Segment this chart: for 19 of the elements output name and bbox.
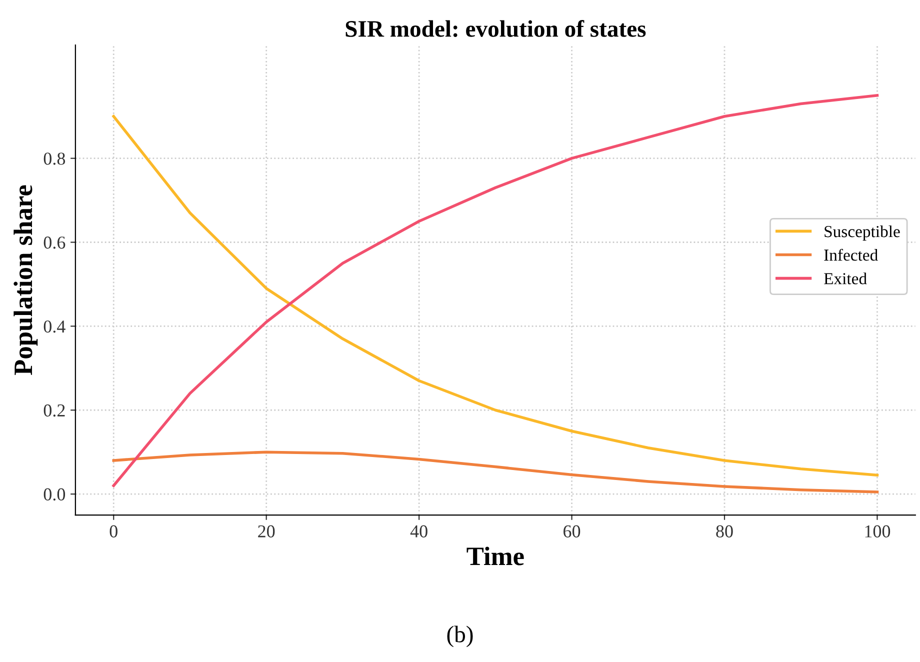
text: (b) bbox=[447, 626, 473, 648]
y-tick-label: 0.0 bbox=[44, 488, 66, 501]
x-tick-label: 40 bbox=[410, 525, 428, 538]
x-tick-label: 80 bbox=[716, 525, 733, 538]
x-tick-label: 100 bbox=[865, 525, 890, 538]
x-tick-label: 60 bbox=[564, 525, 580, 538]
x-axis-title: Time bbox=[466, 546, 524, 566]
y-tick-label: 0.4 bbox=[44, 320, 66, 333]
y-tick-label: 0.2 bbox=[44, 404, 65, 417]
legend-label: Exited bbox=[824, 272, 867, 284]
x-tick-label: 20 bbox=[258, 525, 275, 538]
y-tick-label: 0.8 bbox=[44, 152, 66, 165]
x-tick-label: 0 bbox=[110, 525, 118, 538]
chart-title: SIR model: evolution of states bbox=[346, 20, 646, 38]
y-tick-label: 0.6 bbox=[44, 236, 66, 249]
y-axis-title: Population share bbox=[14, 185, 38, 376]
legend-label: Infected bbox=[824, 248, 878, 261]
legend-label: Susceptible bbox=[824, 225, 900, 241]
line-series bbox=[112, 450, 879, 494]
